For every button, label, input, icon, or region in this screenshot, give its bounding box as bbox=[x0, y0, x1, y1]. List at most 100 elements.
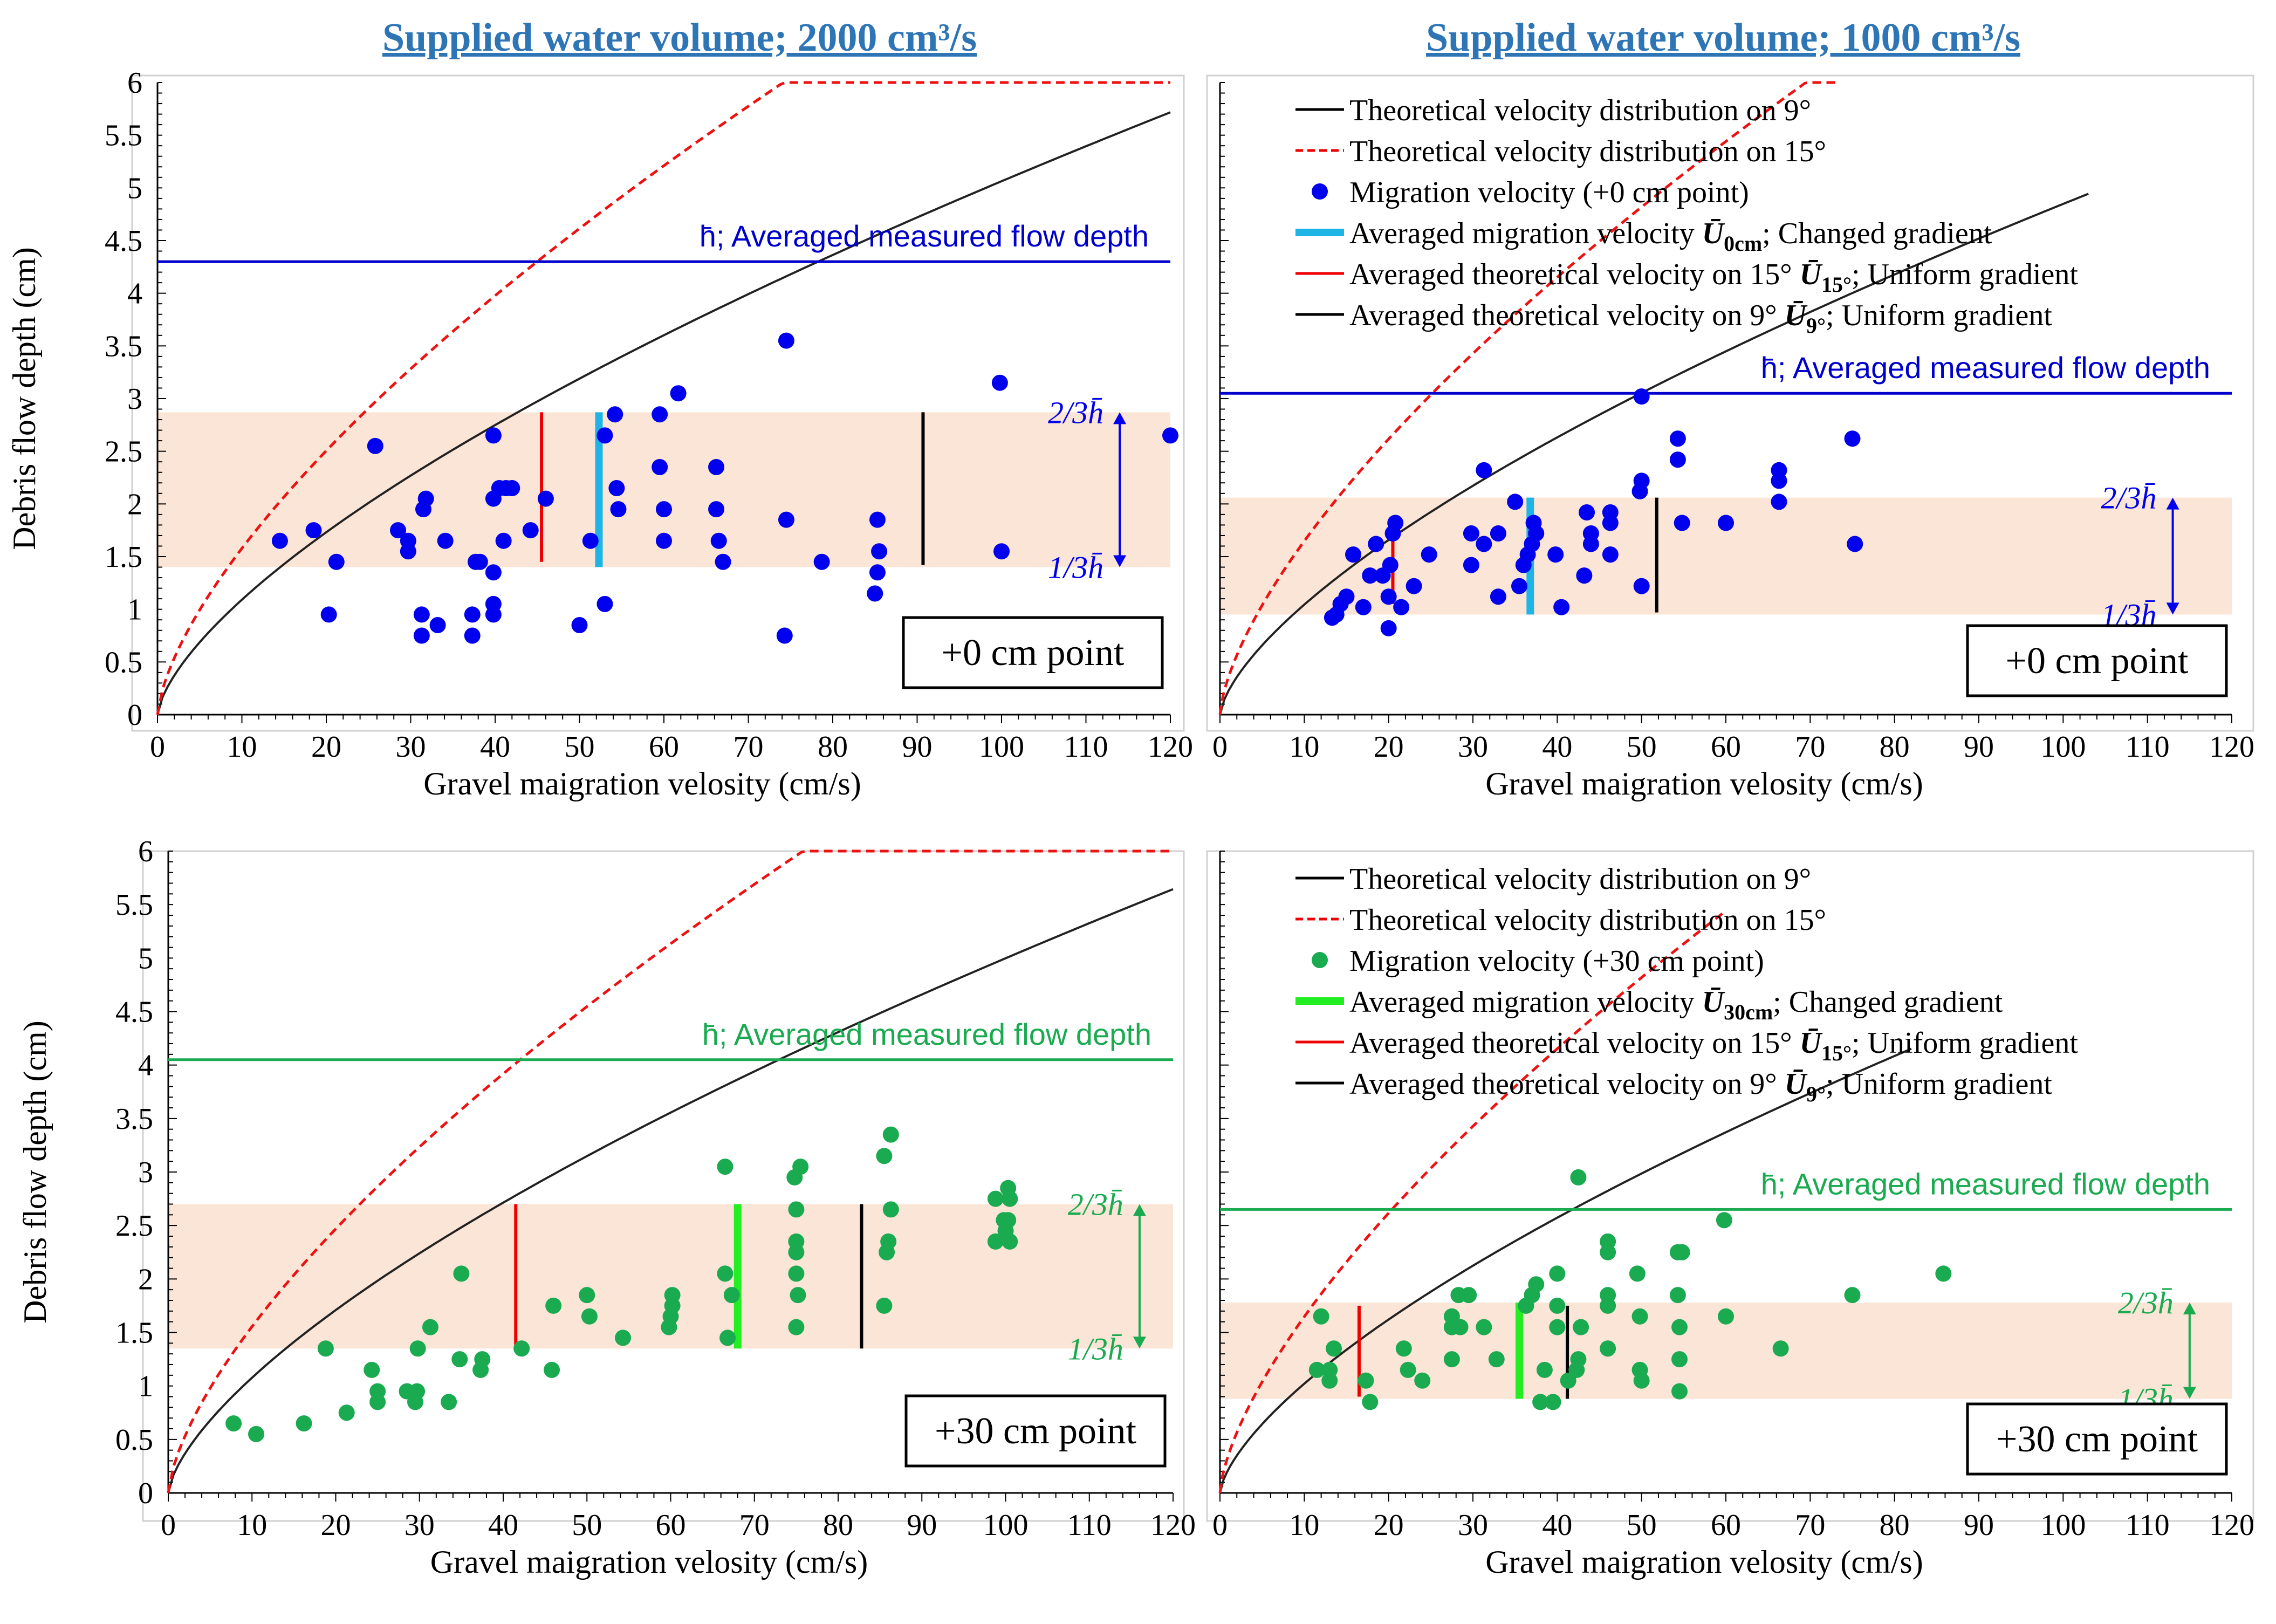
data-point bbox=[607, 406, 623, 423]
y-tick-label: 3 bbox=[138, 1156, 153, 1189]
data-point bbox=[869, 564, 886, 581]
x-tick-label: 100 bbox=[2040, 730, 2086, 764]
data-point bbox=[615, 1330, 632, 1346]
x-tick-label: 100 bbox=[2040, 1509, 2086, 1542]
data-point bbox=[1443, 1351, 1460, 1368]
data-point bbox=[991, 374, 1008, 391]
data-point bbox=[1002, 1190, 1018, 1207]
legend-label-text: Theoretical velocity distribution on 9° bbox=[1349, 862, 1811, 896]
averaged-flow-depth-label: h̄; Averaged measured flow depth bbox=[1761, 351, 2210, 385]
y-tick-label: 2 bbox=[138, 1263, 153, 1296]
x-tick-label: 10 bbox=[237, 1509, 267, 1542]
data-point bbox=[1674, 515, 1690, 531]
data-point bbox=[792, 1159, 809, 1175]
legend-label: Averaged migration velocity Ū0cm; Chang… bbox=[1349, 217, 1992, 256]
data-point bbox=[320, 606, 337, 623]
data-point bbox=[1844, 430, 1861, 447]
data-point bbox=[1362, 567, 1379, 584]
theory-curve-9deg bbox=[1219, 193, 2089, 715]
x-tick-label: 50 bbox=[565, 730, 595, 764]
x-tick-label: 20 bbox=[311, 730, 341, 764]
data-point bbox=[1490, 588, 1506, 605]
x-tick-label: 70 bbox=[1795, 730, 1825, 764]
x-tick-label: 0 bbox=[1212, 1509, 1228, 1542]
data-point bbox=[1671, 1319, 1688, 1335]
data-point bbox=[1771, 472, 1787, 489]
x-tick-label: 100 bbox=[983, 1509, 1029, 1542]
data-point bbox=[409, 1383, 426, 1400]
data-point bbox=[710, 532, 727, 549]
legend-label: Averaged theoretical velocity on 9° Ū9°… bbox=[1349, 1067, 2052, 1106]
data-point bbox=[364, 1361, 380, 1378]
point-label: +0 cm point bbox=[2006, 640, 2189, 682]
point-label-box bbox=[902, 616, 1164, 689]
data-point bbox=[1528, 1276, 1545, 1293]
data-point bbox=[1476, 1319, 1492, 1335]
y-tick-label: 0.5 bbox=[115, 1423, 153, 1457]
chart-tr: 0 10 20 30 40 50 60 70 80 90 100 110 120 Gravel maigr… bbox=[1206, 74, 2254, 801]
data-point bbox=[1393, 599, 1410, 615]
theory-curve-9deg bbox=[167, 888, 1174, 1493]
legend-label-symbol: Ū bbox=[1785, 299, 1808, 332]
x-tick-label: 40 bbox=[488, 1509, 518, 1542]
band-arrow-head-down bbox=[1113, 555, 1127, 567]
data-point bbox=[471, 553, 488, 570]
data-point bbox=[788, 1265, 805, 1282]
data-point bbox=[1536, 1361, 1553, 1378]
y-tick-label: 5.5 bbox=[105, 119, 142, 153]
data-point bbox=[1549, 1265, 1566, 1282]
data-point bbox=[664, 1287, 681, 1304]
band-arrow-head-down bbox=[2183, 1387, 2196, 1399]
legend-label: Migration velocity (+0 cm point) bbox=[1349, 176, 1749, 209]
x-tick-label: 110 bbox=[2126, 730, 2170, 764]
y-tick-label: 6 bbox=[127, 66, 142, 100]
data-point bbox=[1629, 1265, 1646, 1282]
x-tick-label: 0 bbox=[1212, 730, 1228, 764]
data-point bbox=[1718, 515, 1734, 531]
data-point bbox=[1600, 1244, 1616, 1260]
data-point bbox=[1771, 494, 1787, 510]
one-third-label: 1/3h̄ bbox=[1068, 1331, 1123, 1366]
data-point bbox=[723, 1287, 740, 1304]
legend-label-symbol: Ū bbox=[1785, 1067, 1808, 1101]
data-point bbox=[1461, 1287, 1477, 1304]
data-point bbox=[715, 553, 731, 570]
y-tick-label: 2.5 bbox=[115, 1209, 153, 1243]
chart-frame bbox=[131, 74, 1185, 732]
x-tick-label: 50 bbox=[572, 1509, 602, 1542]
data-point bbox=[1380, 620, 1397, 636]
data-point bbox=[582, 532, 599, 549]
data-point bbox=[537, 490, 554, 507]
legend-label: Theoretical velocity distribution on 15° bbox=[1349, 903, 1826, 937]
y-tick-label: 2 bbox=[127, 488, 142, 521]
legend-label-text: Averaged theoretical velocity on 9° bbox=[1349, 1067, 1785, 1101]
data-point bbox=[1579, 504, 1595, 520]
legend-label-symbol: Ū bbox=[1800, 258, 1823, 291]
data-point bbox=[1669, 430, 1686, 447]
legend-label-text: Averaged theoretical velocity on 15° bbox=[1349, 1026, 1800, 1060]
data-point bbox=[464, 627, 481, 644]
x-tick-label: 70 bbox=[733, 730, 764, 764]
chart-tl: 0 10 20 30 40 50 60 70 80 90 100 110 120 0 0.5 1 1.5 2 2.5… bbox=[6, 66, 1193, 801]
data-point bbox=[869, 511, 886, 528]
data-point bbox=[1671, 1351, 1688, 1368]
x-tick-label: 100 bbox=[979, 730, 1024, 764]
y-tick-label: 5 bbox=[127, 172, 142, 205]
averaged-flow-depth-label: h̄; Averaged measured flow depth bbox=[1761, 1167, 2210, 1201]
data-point bbox=[876, 1297, 893, 1314]
legend-label: Theoretical velocity distribution on 9° bbox=[1349, 862, 1811, 896]
x-tick-label: 80 bbox=[823, 1509, 853, 1542]
data-point bbox=[1844, 1287, 1861, 1304]
data-point bbox=[1573, 1319, 1589, 1335]
chart-bl: 0 10 20 30 40 50 60 70 80 90 100 110 120 0 0.5 1 1.5 2 2.5… bbox=[17, 835, 1196, 1580]
data-point bbox=[400, 532, 416, 549]
data-point bbox=[1633, 1372, 1650, 1389]
x-tick-label: 0 bbox=[150, 730, 165, 764]
data-point bbox=[579, 1287, 595, 1304]
data-point bbox=[485, 427, 502, 444]
legend-label-text: Averaged migration velocity bbox=[1349, 985, 1702, 1019]
legend-label-text: Averaged theoretical velocity on 9° bbox=[1349, 299, 1785, 332]
y-tick-label: 4.5 bbox=[105, 224, 142, 258]
y-axis-label: Debris flow depth (cm) bbox=[6, 247, 42, 550]
y-tick-label: 1 bbox=[127, 593, 142, 627]
